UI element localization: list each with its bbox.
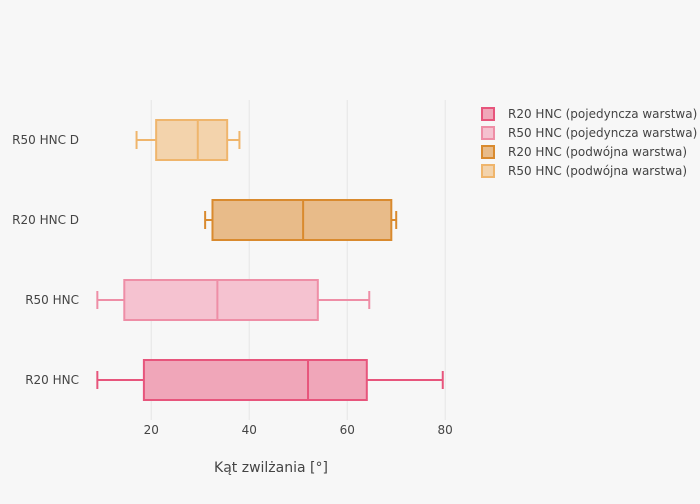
axis-layer: 20 40 60 80 R20 HNC R50 HNC R20 HNC D R50 HNC D [12, 133, 453, 437]
legend-label: R20 HNC (pojedyncza warstwa) [508, 107, 697, 121]
box-iqr [155, 119, 229, 161]
legend-item[interactable]: R50 HNC (podwójna warstwa) [481, 164, 687, 178]
y-category-label: R20 HNC [25, 373, 79, 387]
legend-label: R50 HNC (podwójna warstwa) [508, 164, 687, 178]
x-tick-label: 60 [340, 423, 355, 437]
x-tick-label: 40 [242, 423, 257, 437]
legend-swatch [481, 107, 495, 121]
box-iqr [211, 199, 393, 241]
legend-item[interactable]: R20 HNC (pojedyncza warstwa) [481, 107, 697, 121]
box-plot-item[interactable] [135, 119, 241, 161]
legend-swatch [481, 164, 495, 178]
box-plot-item[interactable] [96, 279, 371, 321]
y-category-label: R20 HNC D [12, 213, 79, 227]
legend-swatch [481, 145, 495, 159]
legend-item[interactable]: R50 HNC (pojedyncza warstwa) [481, 126, 697, 140]
x-tick-label: 20 [144, 423, 159, 437]
y-category-label: R50 HNC [25, 293, 79, 307]
legend-label: R20 HNC (podwójna warstwa) [508, 145, 687, 159]
box-layer [96, 119, 444, 401]
x-axis-title: Kąt zwilżania [°] [214, 460, 328, 476]
x-tick-label: 80 [438, 423, 453, 437]
box-plot-item[interactable] [204, 199, 398, 241]
box-iqr [142, 359, 368, 401]
box-iqr [123, 279, 319, 321]
legend-item[interactable]: R20 HNC (podwójna warstwa) [481, 145, 687, 159]
box-plot-item[interactable] [96, 359, 444, 401]
legend-swatch [481, 126, 495, 140]
legend-label: R50 HNC (pojedyncza warstwa) [508, 126, 697, 140]
legend[interactable]: R20 HNC (pojedyncza warstwa) R50 HNC (poj… [481, 107, 697, 178]
y-category-label: R50 HNC D [12, 133, 79, 147]
